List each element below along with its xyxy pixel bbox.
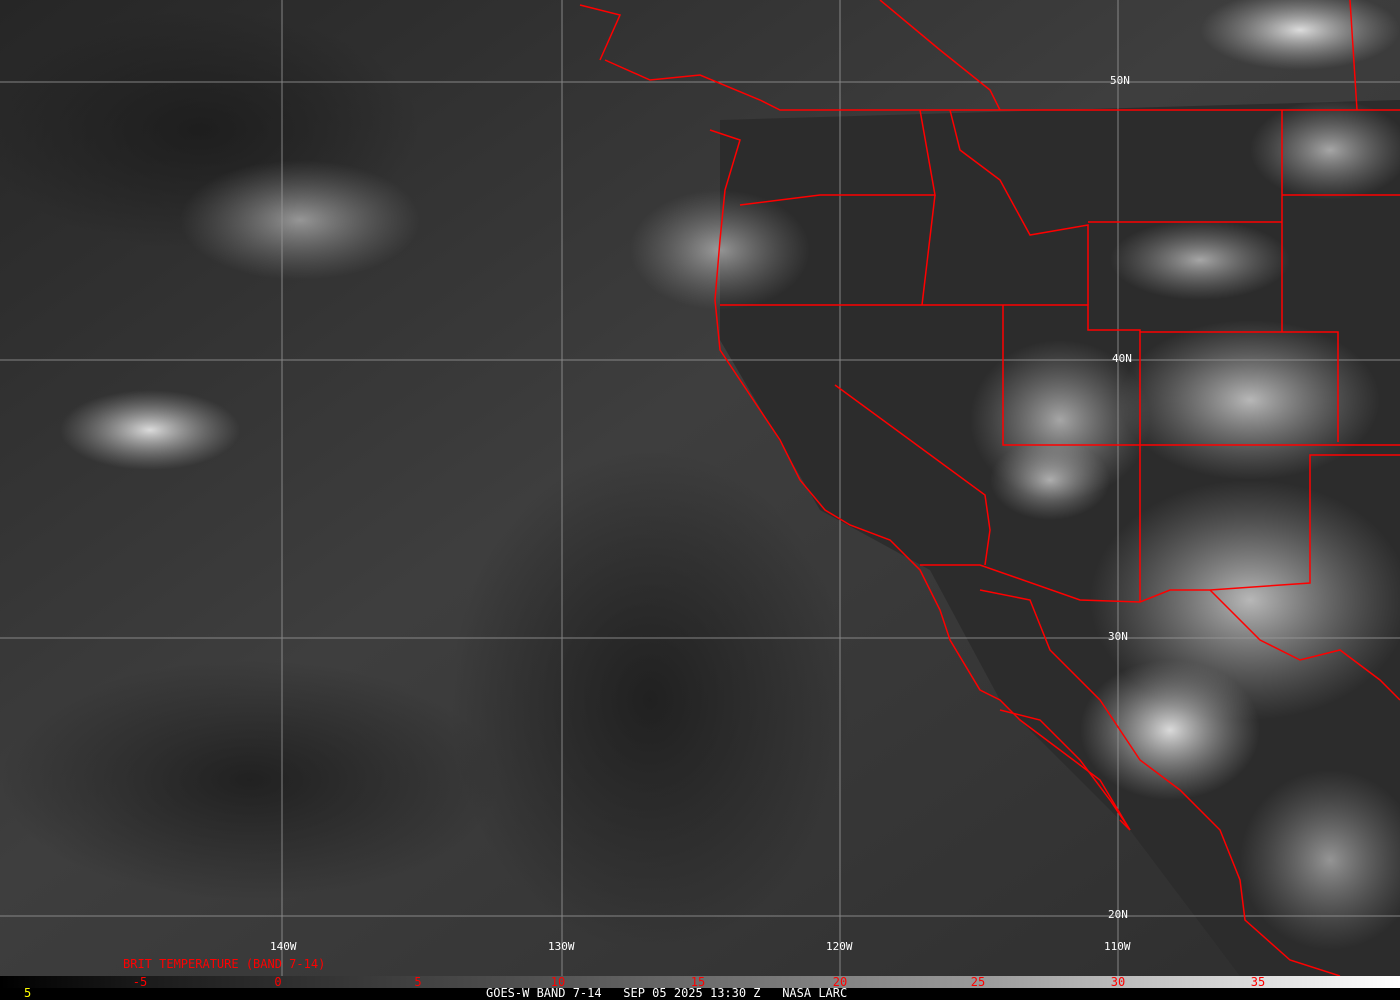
lat-lon-grid (0, 0, 1400, 976)
lat-label-20n: 20N (1108, 908, 1128, 921)
legend-title: BRIT TEMPERATURE (BAND 7-14) (123, 957, 326, 971)
frame-number: 5 (24, 986, 32, 1000)
scale-tick: 0 (274, 975, 282, 989)
political-boundaries (579, 0, 1400, 976)
lat-label-50n: 50N (1110, 74, 1130, 87)
lon-label-110w: 110W (1104, 940, 1131, 953)
color-scale-bar (0, 976, 1400, 988)
lat-label-30n: 30N (1108, 630, 1128, 643)
scale-tick: 5 (414, 975, 422, 989)
scale-tick: 35 (1250, 975, 1266, 989)
scale-tick: 30 (1110, 975, 1126, 989)
scale-tick: 25 (970, 975, 986, 989)
scale-tick: 15 (690, 975, 706, 989)
lat-label-40n: 40N (1112, 352, 1132, 365)
scale-tick: 20 (832, 975, 848, 989)
lon-label-140w: 140W (270, 940, 297, 953)
lon-label-120w: 120W (826, 940, 853, 953)
lon-label-130w: 130W (548, 940, 575, 953)
image-caption: GOES-W BAND 7-14 SEP 05 2025 13:30 Z NAS… (486, 986, 848, 1000)
scale-tick: 10 (550, 975, 566, 989)
footer-bar (0, 988, 1400, 1000)
satellite-image (0, 0, 1400, 976)
scale-tick: -5 (132, 975, 148, 989)
